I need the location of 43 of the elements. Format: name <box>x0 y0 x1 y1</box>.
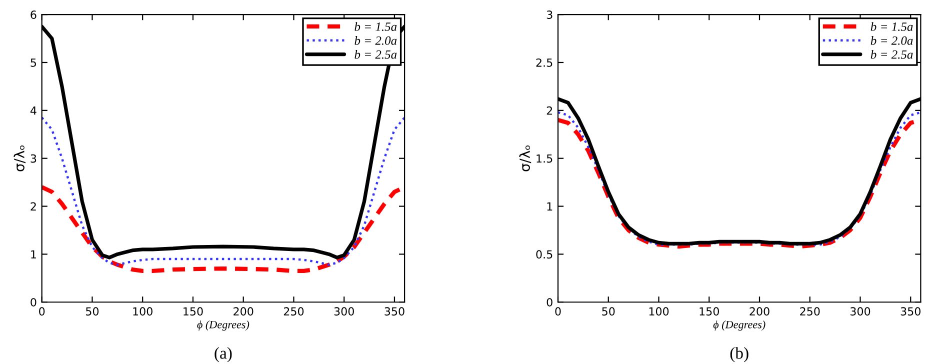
y-tick-label: 4 <box>30 106 36 115</box>
x-tick-label: 50 <box>86 307 99 316</box>
y-tick-label: 5 <box>30 58 36 67</box>
x-tick-label: 0 <box>555 307 561 316</box>
x-tick-label: 50 <box>602 307 615 316</box>
x-tick-label: 200 <box>750 307 770 316</box>
x-tick-label: 250 <box>800 307 820 316</box>
x-tick-label: 300 <box>334 307 354 316</box>
y-tick-label: 0.5 <box>536 250 552 259</box>
y-tick-label: 2 <box>546 106 552 115</box>
y-tick-label: 3 <box>30 154 36 163</box>
y-tick-label: 2.5 <box>536 58 552 67</box>
x-axis-title: ϕ (Degrees) <box>713 320 766 331</box>
y-tick-label: 1 <box>547 202 552 210</box>
x-tick-label: 350 <box>900 307 920 316</box>
x-tick-label: 150 <box>700 307 719 316</box>
y-axis-title: σ/λₒ <box>14 145 26 172</box>
y-axis-title: σ/λₒ <box>519 145 532 172</box>
x-tick-label: 200 <box>234 307 254 316</box>
y-tick-label: 6 <box>30 10 36 19</box>
x-tick-label: 250 <box>284 307 304 316</box>
y-tick-label: 2 <box>30 202 36 210</box>
x-tick-label: 150 <box>184 307 203 316</box>
legend-label: b = 2.0a <box>354 36 397 45</box>
x-tick-label: 100 <box>133 307 152 316</box>
y-tick-label: 1.5 <box>536 154 552 163</box>
x-tick-label: 300 <box>850 307 870 316</box>
legend-label: b = 1.5a <box>870 22 913 31</box>
y-tick-label: 3 <box>546 10 552 19</box>
y-tick-label: 0 <box>30 298 36 306</box>
text: (b) <box>730 347 748 362</box>
y-tick-label: 0 <box>546 298 552 306</box>
text: (a) <box>214 347 232 362</box>
y-tick-label: 1 <box>31 250 36 258</box>
legend-label: b = 2.0a <box>870 36 913 45</box>
line-series <box>42 116 405 266</box>
legend-label: b = 1.5a <box>354 22 397 31</box>
legend-label: b = 2.5a <box>354 50 397 59</box>
x-tick-label: 0 <box>39 307 45 316</box>
x-axis-title: ϕ (Degrees) <box>197 320 250 331</box>
legend-label: b = 2.5a <box>870 50 913 59</box>
x-tick-label: 350 <box>384 307 404 316</box>
x-tick-label: 100 <box>649 307 669 316</box>
